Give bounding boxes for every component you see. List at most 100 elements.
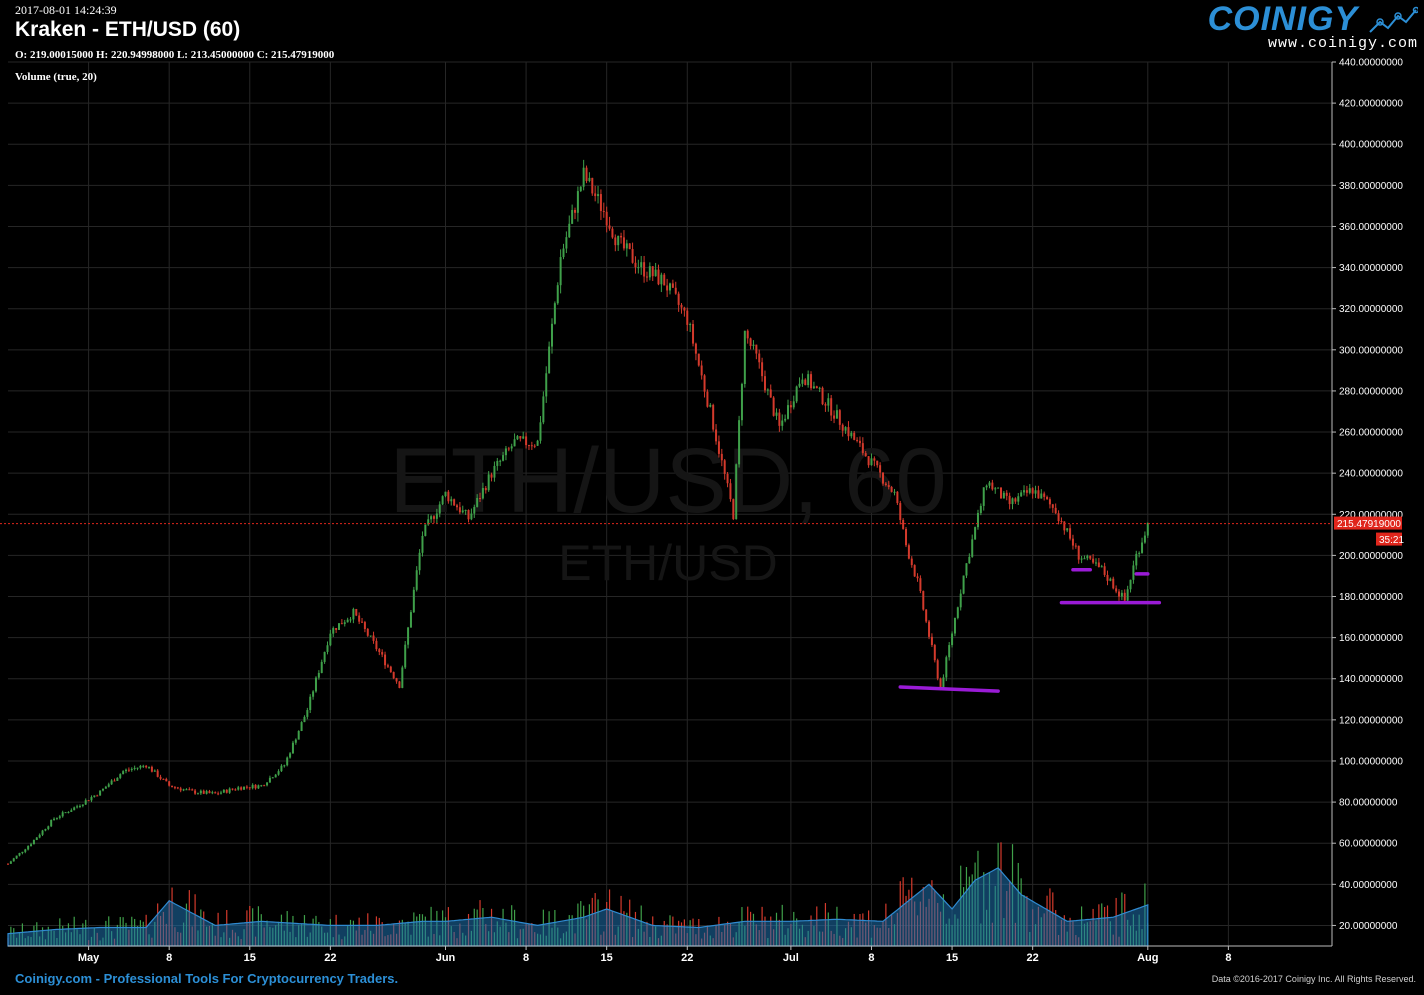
candle-body (277, 771, 280, 775)
candle-body (1126, 589, 1129, 601)
candle-body (343, 622, 346, 624)
candle-body (746, 330, 749, 339)
candle-body (841, 424, 844, 431)
candle-body (355, 608, 358, 616)
candle-body (959, 593, 962, 608)
candle-body (312, 691, 315, 697)
coinigy-logo[interactable]: COINIGY www.coinigy.com (1208, 0, 1420, 52)
candle-body (148, 766, 151, 768)
candle-body (591, 177, 594, 194)
candle-body (1129, 579, 1132, 590)
candle-body (550, 323, 553, 347)
candle-body (444, 491, 447, 497)
candle-body (254, 784, 257, 789)
candle-body (107, 784, 110, 787)
candle-body (251, 784, 254, 789)
candle-body (171, 785, 174, 788)
candle-body (176, 787, 179, 789)
watermark-small: ETH/USD (558, 535, 777, 591)
watermark-big: ETH/USD, 60 (389, 430, 946, 532)
candle-body (758, 353, 761, 363)
logo-url: www.coinigy.com (1267, 35, 1418, 52)
y-tick-label: 280.00000000 (1339, 386, 1403, 397)
candle-body (24, 849, 27, 852)
candle-body (300, 722, 303, 732)
candle-body (602, 211, 605, 213)
candle-body (412, 589, 415, 613)
candle-body (1086, 555, 1089, 559)
candle-body (398, 681, 401, 688)
candle-body (421, 535, 424, 553)
candle-body (893, 491, 896, 493)
countdown-tag-bg (1376, 532, 1402, 546)
chart-title: Kraken - ETH/USD (60) (15, 18, 241, 41)
x-tick-label: 22 (681, 952, 693, 964)
candle-body (323, 651, 326, 662)
y-tick-label: 320.00000000 (1339, 304, 1403, 315)
candle-body (772, 397, 775, 416)
x-tick-label: 15 (601, 952, 613, 964)
candle-body (228, 788, 231, 793)
candle-body (945, 657, 948, 678)
candle-body (1106, 574, 1109, 581)
candle-body (1135, 553, 1138, 566)
candle-body (856, 439, 859, 441)
candle-body (548, 346, 551, 374)
candle-body (464, 509, 467, 511)
candle-body (715, 429, 718, 442)
candle-body (133, 767, 136, 769)
candle-body (1132, 565, 1135, 580)
candle-body (245, 786, 248, 788)
candle-body (268, 777, 271, 783)
x-tick-label: Jul (783, 952, 799, 964)
candle-body (830, 398, 833, 416)
candle-body (130, 768, 133, 770)
candle-body (697, 353, 700, 366)
volume-indicator-label[interactable]: Volume (true, 20) (15, 71, 97, 83)
candle-body (948, 645, 951, 658)
candle-body (709, 404, 712, 407)
candle-body (1054, 507, 1057, 514)
y-tick-label: 140.00000000 (1339, 674, 1403, 685)
logo-wordmark: COINIGY (1208, 0, 1420, 38)
candle-body (456, 505, 459, 508)
candle-body (928, 621, 931, 637)
candle-body (1112, 578, 1115, 589)
x-axis: May 8 15 22 Jun 8 15 22 Jul 8 15 22 Aug 8 (78, 946, 1231, 964)
candle-body (61, 812, 64, 817)
candle-body (861, 443, 864, 454)
candle-body (974, 527, 977, 540)
candle-body (1066, 528, 1069, 531)
candle-body (427, 519, 430, 525)
candle-body (384, 654, 387, 666)
candle-body (850, 432, 853, 437)
candle-body (864, 453, 867, 457)
candle-body (513, 439, 516, 447)
last-price-tag: 215.47919000 35:21 (1334, 516, 1404, 546)
candle-body (576, 191, 579, 213)
candle-body (913, 565, 916, 577)
candle-body (689, 324, 692, 326)
candle-body (1043, 493, 1046, 497)
candle-body (1143, 535, 1146, 543)
candle-body (38, 834, 41, 838)
candle-body (231, 788, 234, 790)
candle-body (997, 487, 1000, 489)
candle-body (510, 446, 513, 449)
x-tick-label: 22 (324, 952, 336, 964)
candle-body (985, 485, 988, 488)
y-tick-label: 40.00000000 (1339, 880, 1398, 891)
candle-body (732, 499, 735, 520)
candle-body (522, 436, 525, 439)
candle-body (833, 415, 836, 419)
footer-tagline[interactable]: Coinigy.com - Professional Tools For Cry… (15, 971, 399, 986)
candle-body (280, 765, 283, 772)
candle-body (907, 545, 910, 559)
candle-body (150, 766, 153, 772)
candle-body (1094, 562, 1097, 564)
candle-body (1063, 521, 1066, 531)
candle-body (418, 552, 421, 571)
candle-body (588, 177, 591, 182)
candle-body (1048, 499, 1051, 505)
